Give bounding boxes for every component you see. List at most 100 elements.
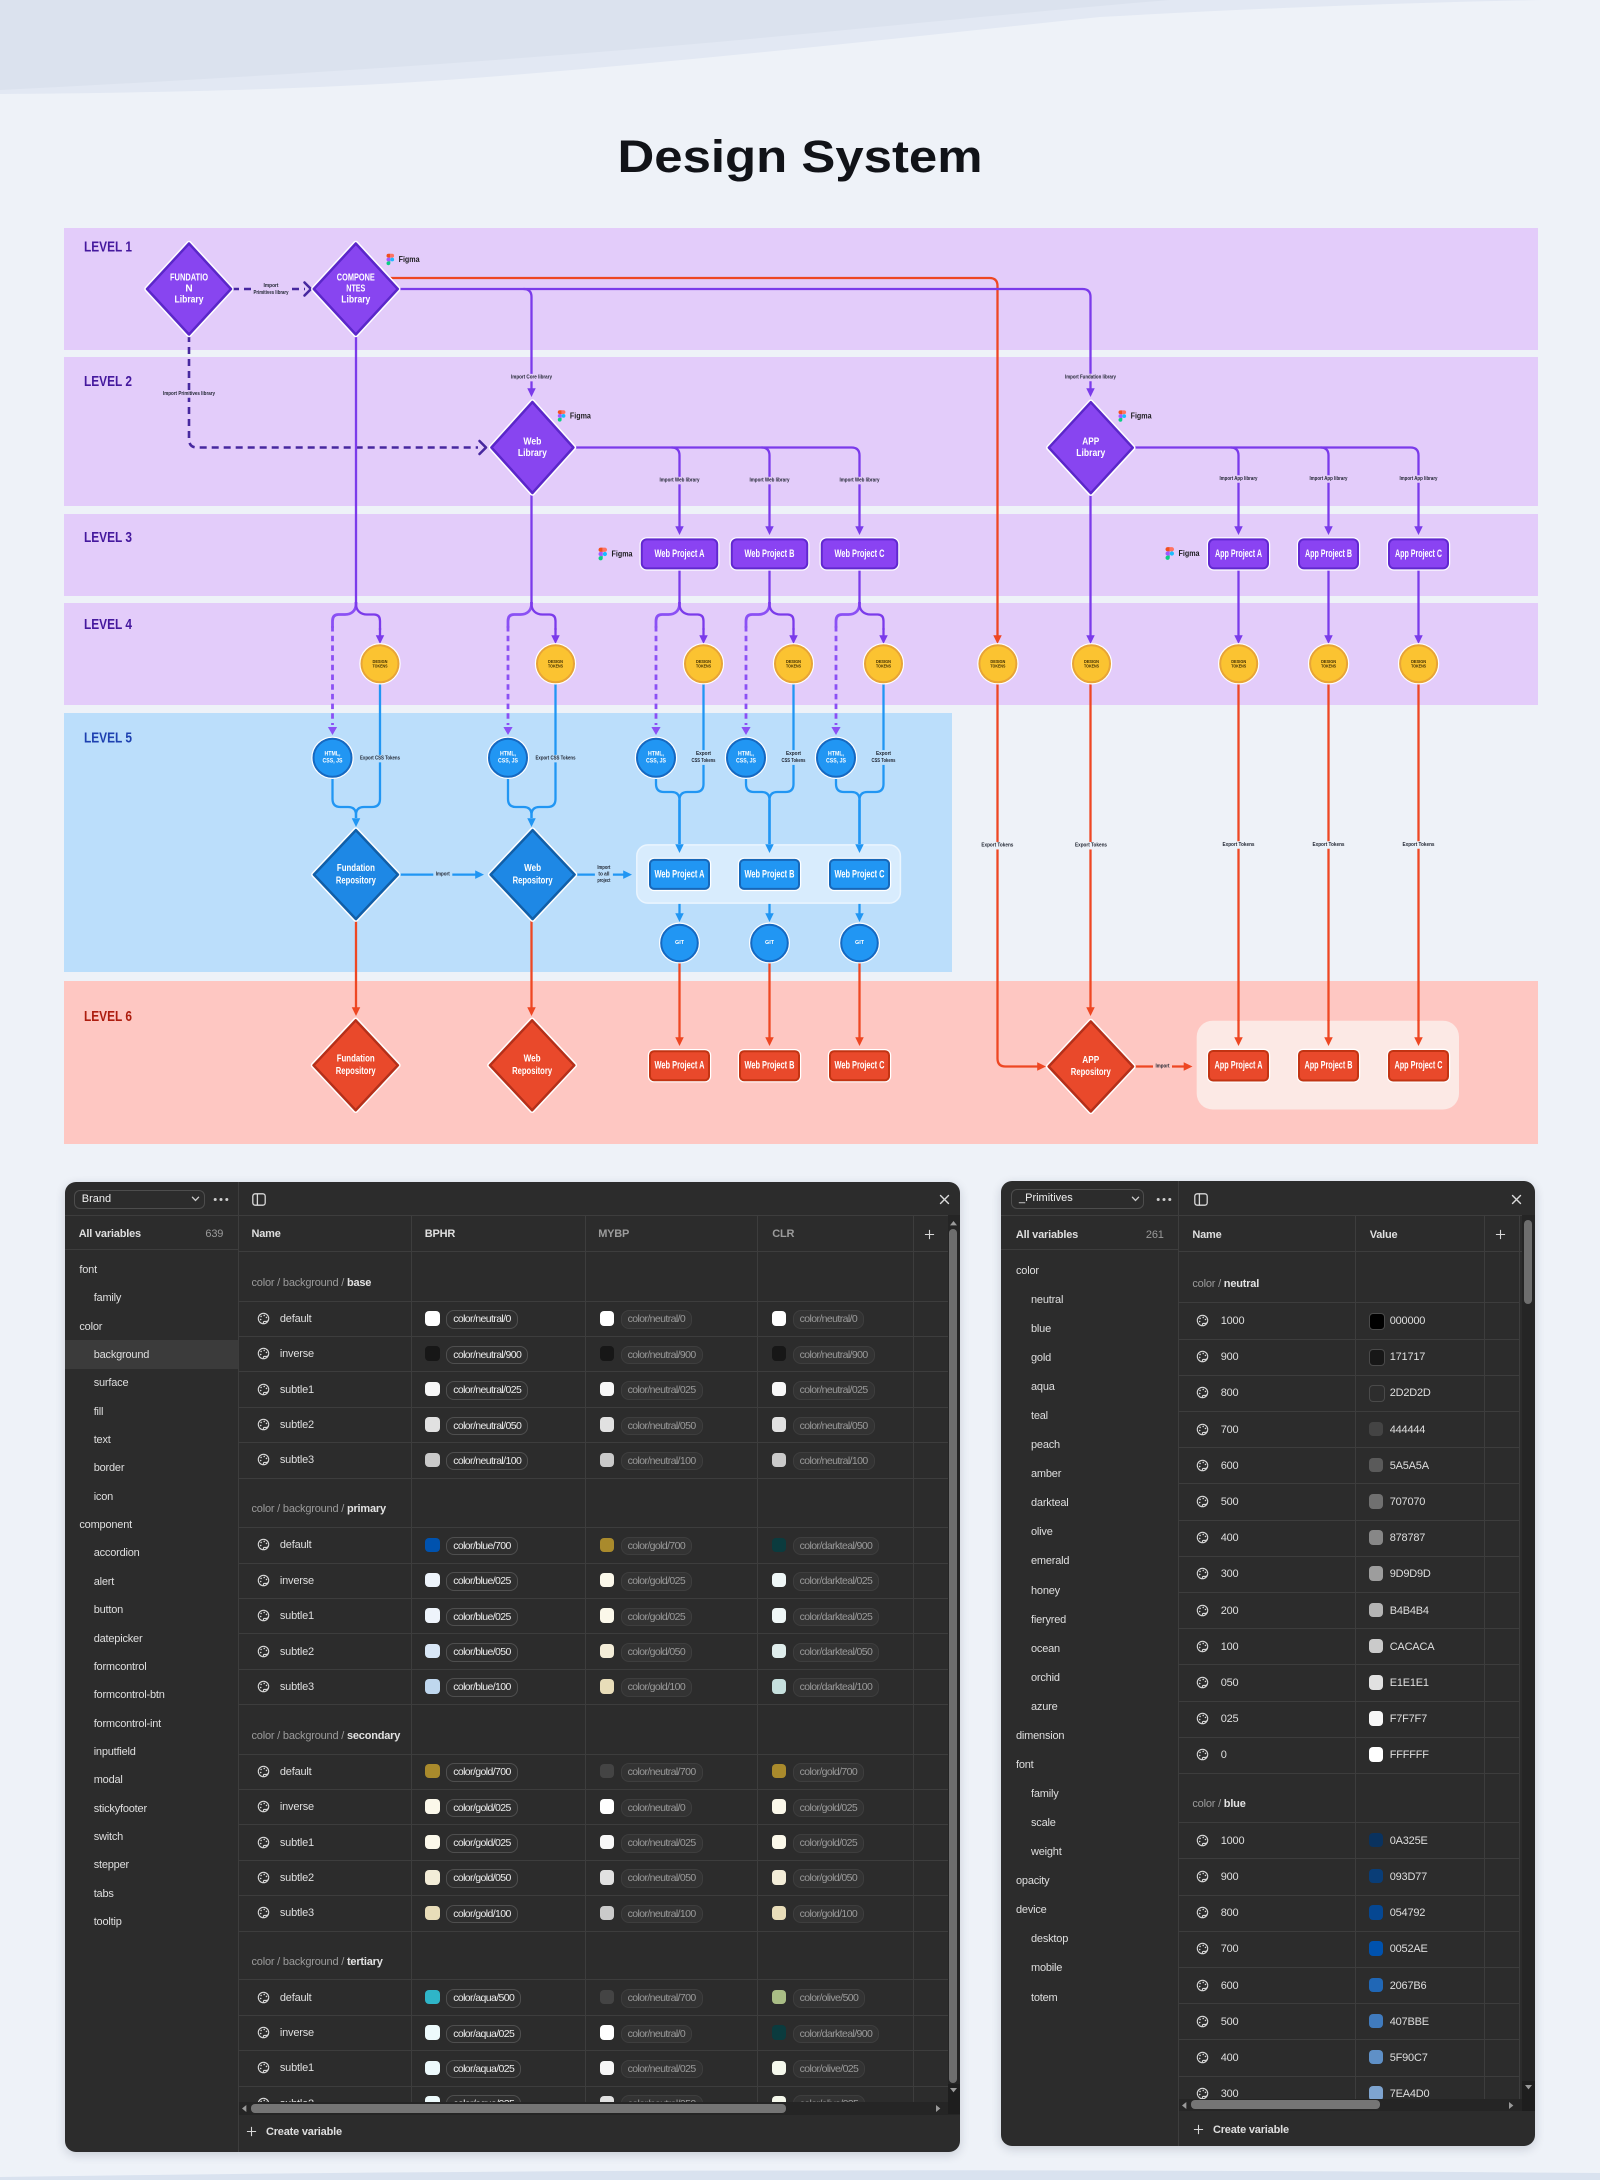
svg-text:Import Web library: Import Web library: [840, 478, 881, 484]
svg-text:Web: Web: [524, 863, 541, 874]
svg-text:TOKENS: TOKENS: [786, 664, 801, 669]
svg-text:GIT: GIT: [765, 940, 774, 946]
svg-text:Import Primitives library: Import Primitives library: [163, 391, 216, 397]
svg-text:CSS, JS: CSS, JS: [826, 758, 846, 764]
svg-text:Web: Web: [523, 436, 541, 447]
svg-text:DESIGN: DESIGN: [1411, 659, 1426, 664]
svg-text:CSS, JS: CSS, JS: [323, 758, 343, 764]
svg-text:Export Tokens: Export Tokens: [1223, 842, 1255, 848]
svg-text:DESIGN: DESIGN: [373, 659, 388, 664]
svg-text:Fundation: Fundation: [337, 1054, 375, 1065]
svg-text:Repository: Repository: [512, 1066, 552, 1077]
svg-text:Figma: Figma: [570, 411, 591, 420]
svg-text:Import App library: Import App library: [1310, 476, 1349, 482]
svg-text:Library: Library: [1076, 448, 1105, 459]
svg-text:Figma: Figma: [612, 549, 633, 558]
svg-text:DESIGN: DESIGN: [1231, 659, 1246, 664]
svg-text:COMPONE: COMPONE: [337, 272, 375, 283]
svg-text:Design System: Design System: [618, 131, 983, 182]
svg-text:Repository: Repository: [1071, 1067, 1111, 1078]
svg-text:NTES: NTES: [346, 284, 365, 295]
svg-text:GIT: GIT: [675, 940, 684, 946]
svg-text:Export Tokens: Export Tokens: [1313, 842, 1345, 848]
svg-text:Figma: Figma: [1131, 412, 1152, 421]
svg-text:LEVEL 5: LEVEL 5: [84, 731, 132, 747]
svg-text:Repository: Repository: [336, 1066, 376, 1077]
svg-text:Web Project B: Web Project B: [745, 868, 795, 880]
svg-text:DESIGN: DESIGN: [1321, 659, 1336, 664]
svg-text:App Project C: App Project C: [1395, 548, 1442, 560]
svg-text:Import Fundation library: Import Fundation library: [1065, 375, 1117, 381]
svg-text:Web Project A: Web Project A: [655, 1060, 705, 1072]
svg-text:Web Project B: Web Project B: [745, 1060, 795, 1072]
svg-text:Figma: Figma: [399, 255, 420, 264]
svg-text:App Project B: App Project B: [1305, 1060, 1353, 1072]
svg-text:Import: Import: [597, 865, 610, 871]
svg-text:to all: to all: [598, 872, 609, 878]
svg-text:Web Project B: Web Project B: [745, 548, 795, 560]
svg-text:CSS Tokens: CSS Tokens: [872, 758, 896, 764]
svg-text:TOKENS: TOKENS: [1321, 664, 1336, 669]
svg-text:Web Project C: Web Project C: [835, 1060, 885, 1072]
svg-text:LEVEL 2: LEVEL 2: [84, 374, 132, 390]
svg-text:Export Tokens: Export Tokens: [1403, 842, 1435, 848]
svg-text:TOKENS: TOKENS: [1231, 664, 1246, 669]
svg-text:Figma: Figma: [1179, 549, 1200, 558]
svg-text:FUNDATIO: FUNDATIO: [170, 272, 208, 283]
svg-text:Import Core library: Import Core library: [511, 375, 553, 381]
svg-text:CSS Tokens: CSS Tokens: [782, 758, 806, 764]
svg-text:HTML,: HTML,: [648, 751, 664, 757]
svg-text:CSS, JS: CSS, JS: [646, 758, 666, 764]
svg-text:Import App library: Import App library: [1400, 476, 1439, 482]
svg-text:TOKENS: TOKENS: [990, 664, 1005, 669]
svg-text:Export: Export: [696, 751, 711, 757]
svg-text:DESIGN: DESIGN: [548, 659, 563, 664]
svg-text:Repository: Repository: [513, 875, 553, 886]
svg-text:Web Project C: Web Project C: [835, 548, 885, 560]
svg-text:HTML,: HTML,: [500, 751, 516, 757]
svg-text:Web Project A: Web Project A: [655, 548, 705, 560]
svg-text:TOKENS: TOKENS: [876, 664, 891, 669]
svg-text:TOKENS: TOKENS: [1411, 664, 1426, 669]
svg-text:APP: APP: [1082, 436, 1099, 447]
svg-text:LEVEL 6: LEVEL 6: [84, 1009, 132, 1025]
svg-text:CSS, JS: CSS, JS: [736, 758, 756, 764]
svg-text:N: N: [185, 284, 192, 295]
svg-text:LEVEL 4: LEVEL 4: [84, 617, 132, 633]
svg-text:App Project A: App Project A: [1215, 548, 1262, 560]
svg-text:Library: Library: [518, 448, 547, 459]
svg-text:CSS Tokens: CSS Tokens: [692, 758, 716, 764]
svg-text:Import: Import: [264, 283, 279, 289]
svg-text:Primitives library: Primitives library: [254, 290, 290, 296]
svg-text:Library: Library: [175, 295, 204, 306]
svg-text:DESIGN: DESIGN: [1084, 659, 1099, 664]
svg-text:App Project C: App Project C: [1395, 1060, 1443, 1072]
svg-text:Export: Export: [786, 751, 801, 757]
svg-text:Import Web library: Import Web library: [660, 478, 701, 484]
svg-text:Import: Import: [1156, 1064, 1170, 1070]
svg-text:Import: Import: [436, 872, 450, 878]
svg-text:Export Tokens: Export Tokens: [1075, 843, 1107, 849]
svg-text:LEVEL 3: LEVEL 3: [84, 530, 132, 546]
svg-text:TOKENS: TOKENS: [373, 664, 388, 669]
svg-text:HTML,: HTML,: [738, 751, 754, 757]
svg-text:Web: Web: [524, 1054, 541, 1065]
svg-text:App Project B: App Project B: [1305, 548, 1352, 560]
svg-text:Web Project C: Web Project C: [835, 868, 885, 880]
svg-text:Import Web library: Import Web library: [750, 478, 791, 484]
svg-text:Export CSS Tokens: Export CSS Tokens: [360, 756, 400, 762]
svg-text:HTML,: HTML,: [828, 751, 844, 757]
svg-text:Library: Library: [341, 295, 370, 306]
svg-text:Web Project A: Web Project A: [655, 868, 705, 880]
svg-text:HTML,: HTML,: [325, 751, 341, 757]
svg-text:Export CSS Tokens: Export CSS Tokens: [536, 756, 576, 762]
svg-text:Import App library: Import App library: [1220, 476, 1259, 482]
svg-text:DESIGN: DESIGN: [876, 659, 891, 664]
svg-text:CSS, JS: CSS, JS: [498, 758, 518, 764]
svg-text:project: project: [597, 878, 610, 884]
svg-text:TOKENS: TOKENS: [1084, 664, 1099, 669]
svg-text:DESIGN: DESIGN: [990, 659, 1005, 664]
svg-text:App Project A: App Project A: [1215, 1060, 1263, 1072]
svg-text:TOKENS: TOKENS: [696, 664, 711, 669]
svg-text:LEVEL 1: LEVEL 1: [84, 240, 132, 256]
